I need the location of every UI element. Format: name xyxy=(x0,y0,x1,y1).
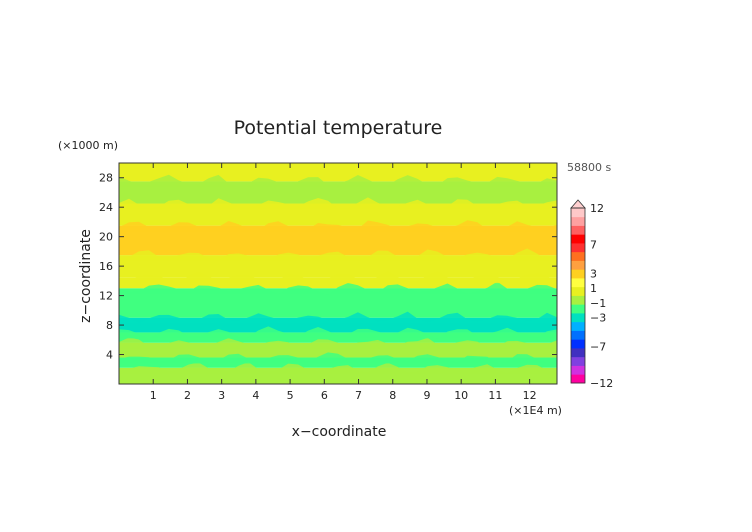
colorbar-label: 12 xyxy=(590,202,604,215)
x-axis-unit: (×1E4 m) xyxy=(509,404,562,417)
contour-edge xyxy=(119,174,557,188)
x-tick-label: 6 xyxy=(321,389,328,402)
contour-edge xyxy=(119,311,557,324)
plot-frame xyxy=(118,162,558,385)
colorbar-label: −3 xyxy=(590,311,606,324)
y-tick-label: 24 xyxy=(99,201,113,214)
colorbar-label: −12 xyxy=(590,377,613,390)
colorbar-segment xyxy=(571,260,585,270)
y-axis-title: z−coordinate xyxy=(78,229,94,323)
contour-perturbations xyxy=(119,174,557,374)
colorbar-label: 7 xyxy=(590,238,597,251)
colorbar-extend-arrow xyxy=(570,199,586,209)
colorbar-segment xyxy=(571,251,585,261)
colorbar-segment xyxy=(571,330,585,340)
colorbar-segment xyxy=(571,208,585,218)
colorbar-segment xyxy=(571,365,585,375)
colorbar-segment xyxy=(571,278,585,288)
x-tick-label: 12 xyxy=(523,389,537,402)
contour-band xyxy=(119,163,557,182)
x-tick-label: 10 xyxy=(454,389,468,402)
x-tick-label: 8 xyxy=(389,389,396,402)
chart-title: Potential temperature xyxy=(234,117,443,139)
x-tick-label: 2 xyxy=(184,389,191,402)
y-axis: 4 8 12 16 20 24 28 xyxy=(99,172,557,362)
contour-edge xyxy=(119,337,557,349)
colorbar-label: 1 xyxy=(590,282,597,295)
colorbar-segment xyxy=(571,321,585,331)
colorbar-segment xyxy=(571,286,585,296)
colorbar-label: −7 xyxy=(590,341,606,354)
colorbar-segment xyxy=(571,295,585,305)
y-tick-label: 12 xyxy=(99,290,113,303)
colorbar-segment xyxy=(571,374,585,384)
x-tick-label: 7 xyxy=(355,389,362,402)
contour-edge xyxy=(119,197,557,210)
colorbar-segment xyxy=(571,356,585,366)
x-tick-label: 3 xyxy=(218,389,225,402)
y-tick-label: 20 xyxy=(99,231,113,244)
colorbar-segment xyxy=(571,313,585,323)
x-tick-label: 11 xyxy=(488,389,502,402)
contour-edge xyxy=(119,352,557,364)
time-label: 58800 s xyxy=(567,161,611,174)
colorbar-label: 3 xyxy=(590,268,597,281)
colorbar-segment xyxy=(571,216,585,226)
colorbar-segment xyxy=(571,348,585,358)
y-tick-label: 4 xyxy=(106,349,113,362)
contour-edge xyxy=(119,248,557,262)
x-tick-label: 1 xyxy=(150,389,157,402)
colorbar-label: −1 xyxy=(590,297,606,310)
y-tick-label: 16 xyxy=(99,260,113,273)
y-tick-label: 28 xyxy=(99,172,113,185)
colorbar-segment xyxy=(571,243,585,253)
contour-edge xyxy=(119,281,557,295)
x-tick-label: 4 xyxy=(252,389,259,402)
contour-edge xyxy=(119,362,557,374)
contour-edge xyxy=(119,326,557,340)
y-axis-unit: (×1000 m) xyxy=(58,139,118,152)
colorbar-frame xyxy=(570,207,586,384)
colorbar-segment xyxy=(571,269,585,279)
colorbar-segment xyxy=(571,234,585,244)
x-axis: 1 2 3 4 5 6 7 8 9 10 11 12 xyxy=(150,163,537,402)
x-axis-title: x−coordinate xyxy=(292,424,387,440)
colorbar-segment xyxy=(571,304,585,314)
colorbar: 12 7 31 −1−3 −7 −12 xyxy=(570,199,613,390)
colorbar-segment xyxy=(571,339,585,349)
y-tick-label: 8 xyxy=(106,319,113,332)
contour-edge xyxy=(119,220,557,232)
contour-edge xyxy=(119,271,557,284)
colorbar-segment xyxy=(571,225,585,235)
x-tick-label: 5 xyxy=(287,389,294,402)
x-tick-label: 9 xyxy=(423,389,430,402)
